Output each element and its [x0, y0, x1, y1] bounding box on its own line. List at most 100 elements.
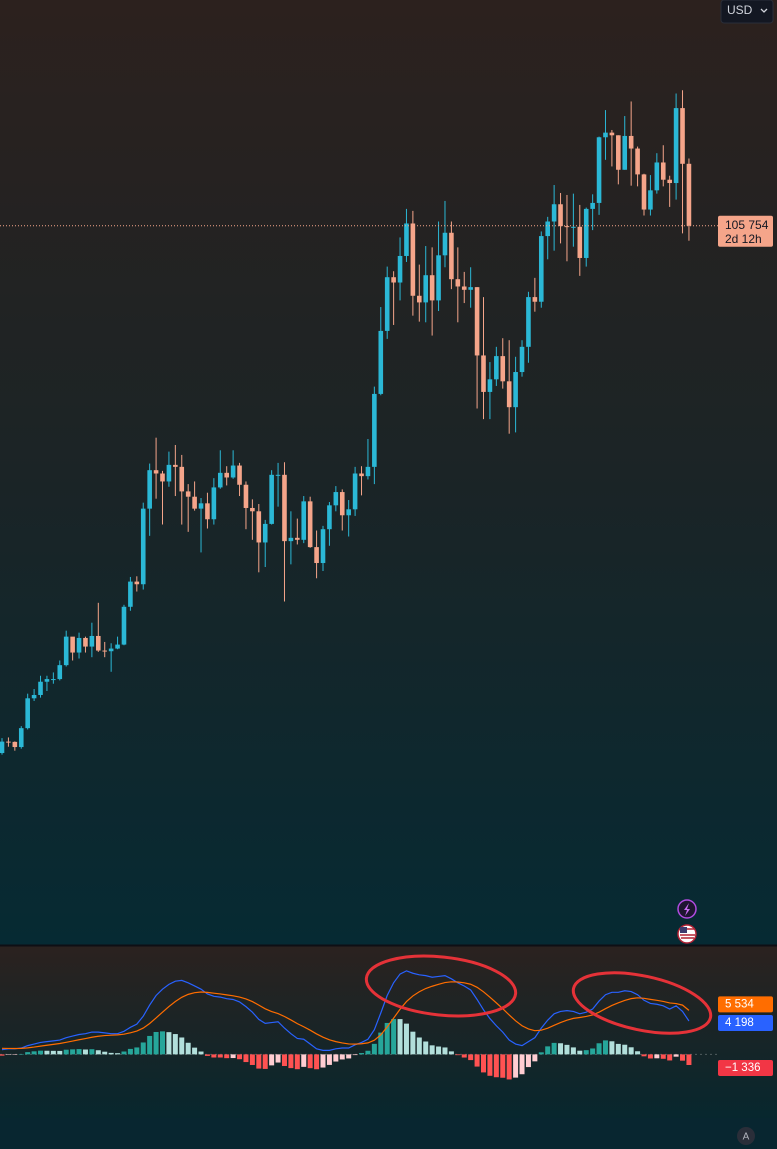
annotation-circle: [571, 971, 713, 1035]
candle-body: [417, 295, 422, 303]
histogram-bar: [217, 1054, 223, 1058]
histogram-bar: [320, 1054, 326, 1068]
histogram-bar: [339, 1054, 345, 1060]
last-price-label: 105 754: [725, 218, 769, 232]
candle-body: [384, 277, 390, 331]
candle-body: [250, 507, 255, 512]
candle-body: [436, 255, 441, 301]
histogram-bar: [423, 1041, 429, 1055]
lightning-icon[interactable]: [677, 899, 697, 919]
histogram-bar: [448, 1051, 454, 1055]
macd-line: [1, 970, 690, 1051]
value-badge: [718, 996, 773, 1013]
macd-line: [1, 981, 690, 1050]
histogram-bar: [378, 1032, 384, 1055]
histogram-bar: [115, 1053, 121, 1055]
histogram-bar: [493, 1054, 499, 1078]
candle-body: [288, 537, 294, 542]
candle-body: [25, 698, 30, 729]
candle-body: [83, 637, 88, 647]
histogram-bar: [82, 1049, 88, 1055]
histogram-bar: [602, 1040, 608, 1055]
histogram-bar: [50, 1050, 56, 1055]
last-price-badge: [718, 215, 773, 247]
candle-body: [205, 503, 210, 520]
candle-body: [243, 484, 249, 508]
histogram-bar: [397, 1019, 403, 1055]
histogram-bar: [622, 1044, 628, 1055]
candle-body: [596, 137, 602, 203]
histogram-bar: [551, 1042, 557, 1055]
histogram-bar: [628, 1047, 634, 1055]
histogram-bar: [140, 1042, 146, 1055]
candle-body: [275, 474, 281, 476]
histogram-bar: [121, 1051, 127, 1055]
candle-body: [140, 508, 146, 585]
candle-body: [532, 297, 538, 302]
candle-body: [314, 547, 319, 564]
candle-body: [134, 581, 140, 585]
candle-body: [179, 466, 185, 492]
candle-body: [327, 505, 332, 530]
histogram-bar: [468, 1054, 474, 1061]
histogram-bar: [89, 1049, 95, 1055]
histogram-bar: [12, 1054, 18, 1055]
histogram-bar: [416, 1037, 422, 1055]
value-badge-label: 4 198: [725, 1017, 754, 1029]
candle-body: [449, 232, 454, 280]
candle-body: [628, 135, 634, 149]
auto-scale-button[interactable]: A: [737, 1127, 755, 1145]
candle-body: [18, 728, 24, 748]
candle-body: [494, 356, 499, 380]
histogram-bar: [108, 1052, 114, 1055]
candle-body: [680, 108, 685, 164]
candle-body: [442, 232, 448, 256]
currency-dropdown[interactable]: USD: [720, 0, 774, 24]
candle-body: [320, 529, 326, 564]
histogram-bar: [204, 1054, 210, 1056]
candle-body: [38, 681, 43, 695]
histogram-bar: [211, 1054, 217, 1058]
histogram-bar: [134, 1047, 140, 1055]
histogram-bar: [680, 1054, 686, 1061]
candle-body: [128, 581, 133, 607]
candle-body: [660, 162, 666, 180]
histogram-bar: [153, 1031, 159, 1055]
histogram-bar: [513, 1054, 519, 1078]
candle-body: [301, 501, 307, 540]
flag-icon[interactable]: [677, 924, 697, 944]
histogram-bar: [230, 1054, 236, 1059]
histogram-bar: [525, 1054, 531, 1068]
histogram-bar: [596, 1043, 602, 1055]
histogram-bar: [25, 1052, 31, 1055]
candle-body: [76, 637, 82, 653]
histogram-bar: [237, 1054, 243, 1060]
candle-body: [359, 473, 364, 477]
histogram-bar: [198, 1051, 204, 1055]
currency-label: USD: [727, 3, 753, 17]
candle-body: [44, 679, 50, 682]
candle-body: [461, 286, 467, 290]
histogram-bar: [519, 1054, 525, 1075]
histogram-bar: [333, 1054, 339, 1062]
svg-text:A: A: [743, 1132, 750, 1143]
histogram-bar: [275, 1054, 281, 1063]
histogram-bar: [590, 1048, 596, 1055]
candle-body: [166, 464, 172, 482]
candle-body: [571, 226, 576, 228]
candle-body: [51, 679, 56, 681]
candle-body: [173, 464, 178, 467]
candle-body: [365, 466, 371, 477]
histogram-bar: [249, 1054, 255, 1065]
histogram-bar: [558, 1043, 564, 1055]
marks: [0, 90, 718, 1080]
histogram-bar: [487, 1054, 493, 1076]
histogram-bar: [371, 1043, 377, 1055]
histogram-bar: [545, 1046, 551, 1055]
histogram-bar: [532, 1054, 538, 1062]
histogram-bar: [506, 1054, 512, 1080]
candle-body: [57, 665, 63, 680]
candle-body: [391, 277, 396, 283]
histogram-bar: [410, 1031, 416, 1055]
